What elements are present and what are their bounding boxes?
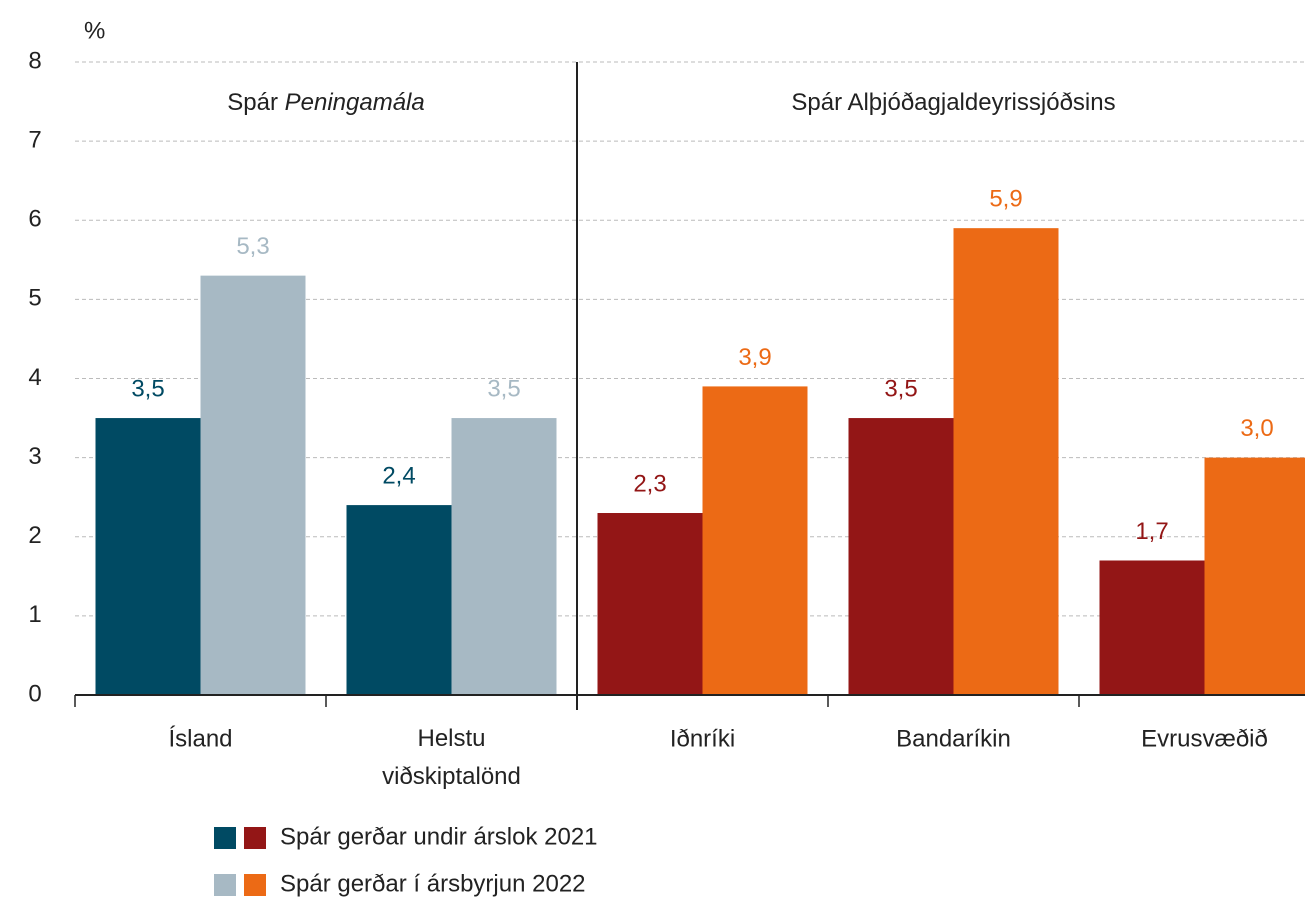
- value-label: 5,9: [989, 186, 1022, 213]
- y-tick-label: 4: [28, 364, 41, 391]
- legend-swatch: [244, 874, 266, 896]
- bar: [953, 228, 1059, 695]
- value-label: 3,5: [131, 375, 164, 402]
- bar: [1099, 560, 1205, 695]
- x-tick-label: Helstu viðskiptalönd: [382, 725, 521, 790]
- value-label: 3,9: [738, 344, 771, 371]
- section-label: Spár Peningamála: [227, 89, 424, 116]
- legend-swatch: [214, 874, 236, 896]
- legend-swatch: [214, 827, 236, 849]
- y-tick-label: 3: [28, 443, 41, 470]
- legend-label: Spár gerðar í ársbyrjun 2022: [280, 870, 586, 897]
- y-tick-label: 5: [28, 285, 41, 312]
- x-tick-label: Ísland: [168, 725, 232, 752]
- legend-swatch: [244, 827, 266, 849]
- x-tick-label: Bandaríkin: [896, 725, 1011, 752]
- value-label: 3,0: [1240, 415, 1273, 442]
- bar: [200, 275, 306, 695]
- value-label: 5,3: [236, 233, 269, 260]
- bar: [597, 513, 703, 695]
- y-tick-label: 8: [28, 47, 41, 74]
- y-tick-label: 2: [28, 522, 41, 549]
- value-label: 2,4: [382, 462, 415, 489]
- bar: [95, 418, 201, 695]
- section-italic: Peningamála: [285, 89, 425, 116]
- value-label: 2,3: [633, 470, 666, 497]
- value-label: 3,5: [884, 375, 917, 402]
- bar: [702, 386, 808, 695]
- x-tick-label: Iðnríki: [670, 725, 735, 752]
- bar: [848, 418, 954, 695]
- y-axis-label: %: [84, 17, 105, 44]
- y-tick-label: 1: [28, 601, 41, 628]
- value-label: 1,7: [1135, 518, 1168, 545]
- y-tick-label: 0: [28, 680, 41, 707]
- x-tick-label: Evrusvæðið: [1141, 725, 1268, 752]
- section-text: Spár Alþjóðagjaldeyrissjóðsins: [791, 89, 1115, 116]
- bar: [346, 505, 452, 695]
- y-tick-label: 6: [28, 206, 41, 233]
- bar: [451, 418, 557, 695]
- bar: [1204, 457, 1305, 695]
- y-tick-label: 7: [28, 126, 41, 153]
- legend-label: Spár gerðar undir árslok 2021: [280, 823, 598, 850]
- value-label: 3,5: [487, 375, 520, 402]
- section-text: Spár: [227, 89, 278, 116]
- section-label: Spár Alþjóðagjaldeyrissjóðsins: [791, 89, 1115, 116]
